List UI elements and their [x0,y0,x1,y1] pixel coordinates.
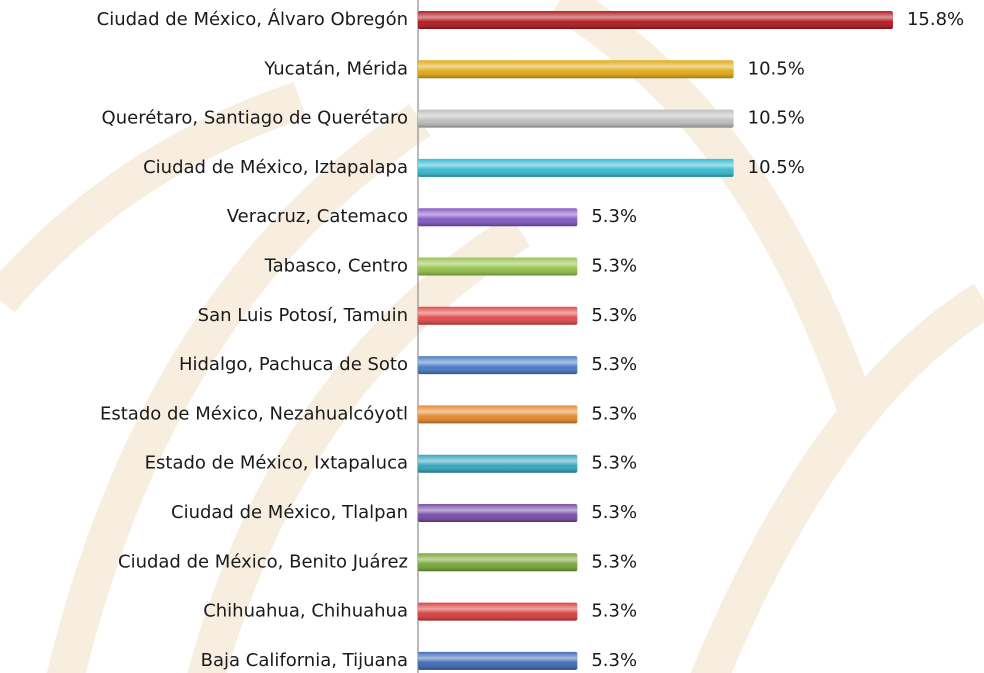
bar-highlight [418,405,578,424]
value-label: 5.3% [591,403,637,424]
category-label: Chihuahua, Chihuahua [203,601,408,622]
category-label: Yucatán, Mérida [263,58,408,79]
watermark-stroke [0,81,307,313]
category-label: Tabasco, Centro [264,256,408,277]
value-label: 5.3% [591,502,637,523]
value-label: 5.3% [591,354,637,375]
value-label: 10.5% [748,157,805,178]
bar-highlight [418,356,578,375]
value-label: 5.3% [591,601,637,622]
value-label: 10.5% [748,108,805,129]
category-label: Ciudad de México, Benito Juárez [118,551,408,572]
bar-highlight [418,109,734,128]
watermark-stroke [550,0,879,427]
bar-highlight [418,553,578,572]
value-label: 5.3% [591,256,637,277]
category-label: Ciudad de México, Tlalpan [171,502,408,523]
bar-highlight [418,208,578,227]
bar-highlight [418,11,893,29]
category-label: Baja California, Tijuana [201,650,408,671]
category-label: Estado de México, Ixtapaluca [145,453,408,474]
category-label: Veracruz, Catemaco [227,206,408,227]
category-label: Querétaro, Santiago de Querétaro [102,108,408,129]
category-label: Ciudad de México, Álvaro Obregón [97,8,408,30]
bar-highlight [418,504,578,522]
bar-highlight [418,602,578,621]
bar-highlight [418,454,578,473]
category-label: Ciudad de México, Iztapalapa [143,157,408,178]
bar-highlight [418,60,734,79]
value-label: 5.3% [591,206,637,227]
bar-highlight [418,651,578,670]
category-label: Hidalgo, Pachuca de Soto [179,354,408,375]
value-label: 5.3% [591,551,637,572]
watermark-stroke [690,283,984,673]
bar-highlight [418,306,578,325]
category-label: Estado de México, Nezahualcóyotl [100,403,408,424]
value-label: 15.8% [907,9,964,30]
value-label: 5.3% [591,305,637,326]
value-label: 5.3% [591,453,637,474]
watermark-stroke [46,104,431,673]
value-label: 5.3% [591,650,637,671]
bar-highlight [418,257,578,276]
value-label: 10.5% [748,58,805,79]
category-label: San Luis Potosí, Tamuin [198,305,408,326]
bar-highlight [418,158,734,177]
